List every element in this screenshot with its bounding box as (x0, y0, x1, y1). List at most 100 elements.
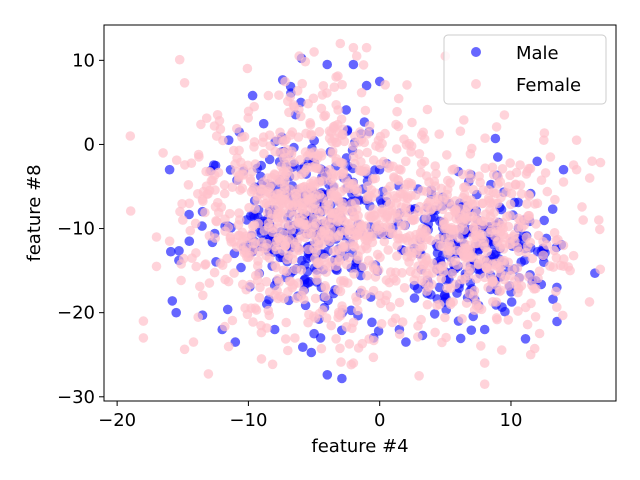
scatter-point-female (516, 189, 527, 199)
scatter-point-female (459, 115, 469, 125)
scatter-point-female (430, 327, 440, 338)
scatter-point-female (415, 241, 426, 252)
scatter-point-female (479, 358, 490, 368)
scatter-point-female (407, 117, 417, 128)
scatter-point-female (183, 180, 194, 190)
scatter-point-female (442, 150, 452, 160)
scatter-point-female (280, 76, 290, 87)
legend: Male Female (443, 34, 607, 105)
scatter-point-female (214, 116, 225, 126)
scatter-point-female (505, 199, 516, 210)
scatter-point-male (269, 324, 280, 335)
scatter-point-female (333, 71, 343, 81)
scatter-point-female (178, 215, 188, 225)
scatter-point-female (191, 261, 201, 272)
scatter-point-female (413, 261, 423, 272)
scatter-point-male (167, 296, 178, 306)
scatter-point-female (195, 281, 205, 292)
scatter-point-female (215, 258, 226, 269)
scatter-point-female (250, 238, 260, 248)
scatter-point-female (445, 178, 456, 188)
scatter-point-female (513, 306, 523, 316)
scatter-point-female (364, 334, 374, 344)
scatter-point-female (394, 233, 405, 243)
scatter-point-female (430, 161, 441, 171)
scatter-point-female (480, 133, 490, 143)
scatter-point-male (346, 305, 356, 316)
scatter-point-female (282, 145, 292, 155)
scatter-point-male (306, 347, 317, 358)
scatter-point-female (223, 341, 234, 352)
scatter-point-female (397, 317, 408, 327)
scatter-point-female (529, 284, 539, 294)
scatter-point-female (505, 158, 515, 168)
scatter-point-female (290, 333, 300, 343)
scatter-point-female (364, 121, 375, 131)
scatter-point-male (466, 325, 477, 336)
scatter-point-female (422, 104, 433, 115)
scatter-point-female (320, 291, 331, 302)
scatter-point-female (400, 211, 411, 222)
scatter-point-female (234, 208, 244, 218)
scatter-point-female (390, 208, 401, 218)
scatter-point-female (493, 172, 504, 182)
scatter-point-female (200, 260, 210, 270)
scatter-point-female (371, 141, 381, 151)
scatter-point-female (239, 131, 250, 142)
scatter-point-female (326, 168, 337, 178)
scatter-point-female (385, 181, 396, 192)
scatter-point-female (545, 152, 556, 162)
y-tick-label: 0 (84, 134, 95, 155)
scatter-point-female (317, 205, 328, 216)
scatter-point-female (422, 200, 432, 211)
scatter-point-female (502, 211, 512, 222)
scatter-point-female (495, 268, 506, 278)
scatter-point-female (376, 319, 387, 329)
scatter-point-female (171, 155, 182, 165)
scatter-point-female (256, 320, 266, 331)
scatter-point-female (261, 250, 272, 261)
scatter-point-female (321, 313, 332, 323)
scatter-point-female (525, 349, 536, 360)
scatter-point-male (341, 105, 352, 115)
scatter-point-female (438, 216, 449, 227)
scatter-point-female (333, 215, 343, 226)
scatter-point-female (223, 222, 234, 233)
scatter-point-female (333, 284, 343, 295)
scatter-point-female (380, 80, 391, 90)
legend-marker-female (471, 79, 481, 89)
scatter-point-female (394, 297, 405, 308)
scatter-point-female (509, 229, 520, 239)
scatter-point-female (368, 352, 379, 363)
x-tick-label: −10 (229, 410, 267, 431)
scatter-point-female (364, 190, 375, 201)
scatter-point-female (401, 156, 411, 167)
scatter-point-female (327, 256, 337, 267)
scatter-point-female (455, 126, 466, 136)
scatter-point-female (174, 54, 185, 65)
scatter-point-male (479, 324, 490, 335)
scatter-point-female (201, 113, 212, 123)
scatter-point-female (252, 275, 263, 286)
scatter-point-female (290, 241, 300, 252)
scatter-point-female (303, 98, 313, 109)
scatter-point-female (360, 164, 371, 174)
scatter-point-female (465, 149, 476, 159)
scatter-point-female (298, 286, 309, 296)
scatter-point-female (314, 127, 325, 137)
scatter-point-female (193, 149, 204, 160)
scatter-point-female (542, 186, 553, 197)
scatter-point-female (259, 148, 269, 159)
scatter-point-female (524, 213, 535, 224)
scatter-point-male (548, 294, 558, 305)
scatter-point-female (442, 283, 452, 294)
scatter-point-female (229, 145, 239, 156)
scatter-point-female (220, 214, 230, 224)
scatter-point-female (175, 206, 185, 217)
scatter-point-female (361, 42, 372, 53)
scatter-point-female (316, 103, 327, 114)
scatter-point-female (446, 225, 456, 235)
scatter-point-female (223, 276, 234, 287)
scatter-point-male (401, 337, 411, 347)
scatter-point-male (298, 342, 308, 353)
